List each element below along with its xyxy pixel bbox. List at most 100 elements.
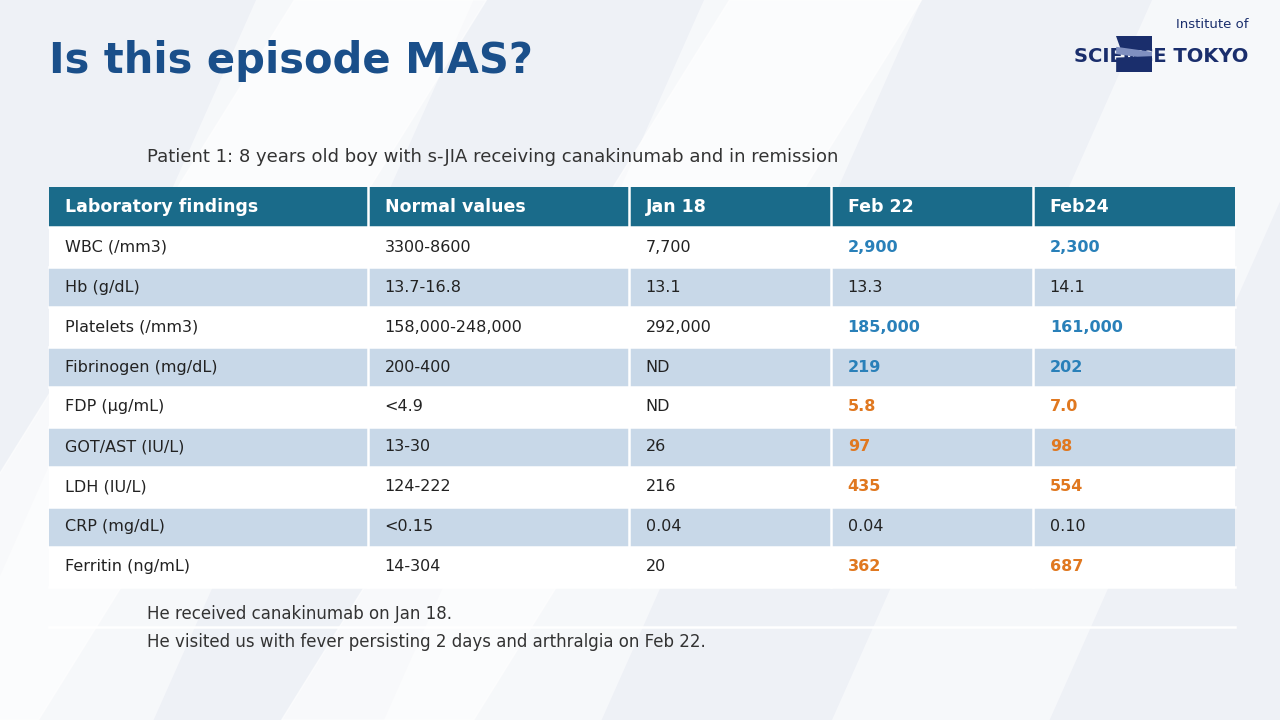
- Text: 97: 97: [847, 439, 870, 454]
- Text: 124-222: 124-222: [385, 480, 452, 495]
- Text: 98: 98: [1050, 439, 1071, 454]
- Bar: [831, 427, 1033, 467]
- Bar: [628, 267, 831, 307]
- Bar: [369, 467, 628, 507]
- Text: 687: 687: [1050, 559, 1083, 575]
- Bar: [49, 187, 369, 228]
- Text: Hb (g/dL): Hb (g/dL): [65, 279, 140, 294]
- Text: 14.1: 14.1: [1050, 279, 1085, 294]
- Text: ND: ND: [645, 359, 669, 374]
- Text: GOT/AST (IU/L): GOT/AST (IU/L): [65, 439, 184, 454]
- Bar: [628, 387, 831, 427]
- Bar: [1033, 228, 1235, 267]
- Bar: [831, 187, 1033, 228]
- Text: SCIENCE TOKYO: SCIENCE TOKYO: [1074, 47, 1248, 66]
- Text: Feb 22: Feb 22: [847, 198, 914, 216]
- Text: 14-304: 14-304: [385, 559, 442, 575]
- Text: Normal values: Normal values: [385, 198, 526, 216]
- Text: <0.15: <0.15: [385, 519, 434, 534]
- Text: 13-30: 13-30: [385, 439, 431, 454]
- Bar: [369, 387, 628, 427]
- Bar: [831, 507, 1033, 547]
- Bar: [49, 507, 369, 547]
- Text: 3300-8600: 3300-8600: [385, 240, 471, 255]
- Text: 185,000: 185,000: [847, 320, 920, 335]
- Bar: [1033, 307, 1235, 347]
- Text: 7,700: 7,700: [645, 240, 691, 255]
- Bar: [1033, 467, 1235, 507]
- Bar: [1033, 507, 1235, 547]
- Text: 216: 216: [645, 480, 676, 495]
- Polygon shape: [1116, 47, 1152, 59]
- Bar: [628, 427, 831, 467]
- Text: LDH (IU/L): LDH (IU/L): [65, 480, 147, 495]
- Text: 2,900: 2,900: [847, 240, 899, 255]
- Bar: [628, 228, 831, 267]
- Text: 292,000: 292,000: [645, 320, 712, 335]
- Bar: [369, 307, 628, 347]
- Polygon shape: [1116, 56, 1152, 72]
- Text: Fibrinogen (mg/dL): Fibrinogen (mg/dL): [65, 359, 218, 374]
- Text: 2,300: 2,300: [1050, 240, 1101, 255]
- Bar: [1033, 267, 1235, 307]
- Bar: [831, 347, 1033, 387]
- Bar: [49, 228, 369, 267]
- Text: WBC (/mm3): WBC (/mm3): [65, 240, 168, 255]
- Bar: [831, 228, 1033, 267]
- Text: 202: 202: [1050, 359, 1083, 374]
- Text: 0.04: 0.04: [645, 519, 681, 534]
- Bar: [369, 187, 628, 228]
- Bar: [369, 547, 628, 587]
- Bar: [1033, 347, 1235, 387]
- Text: Ferritin (ng/mL): Ferritin (ng/mL): [65, 559, 191, 575]
- Text: 20: 20: [645, 559, 666, 575]
- Bar: [628, 347, 831, 387]
- Text: Jan 18: Jan 18: [645, 198, 707, 216]
- Text: Institute of: Institute of: [1175, 18, 1248, 31]
- Text: 0.10: 0.10: [1050, 519, 1085, 534]
- Text: ND: ND: [645, 400, 669, 415]
- Bar: [369, 427, 628, 467]
- Bar: [369, 347, 628, 387]
- Text: 7.0: 7.0: [1050, 400, 1078, 415]
- Text: 161,000: 161,000: [1050, 320, 1123, 335]
- Bar: [831, 267, 1033, 307]
- Bar: [49, 427, 369, 467]
- Bar: [49, 547, 369, 587]
- Bar: [831, 307, 1033, 347]
- Bar: [1033, 387, 1235, 427]
- Text: He received canakinumab on Jan 18.
He visited us with fever persisting 2 days an: He received canakinumab on Jan 18. He vi…: [147, 605, 707, 652]
- Text: 435: 435: [847, 480, 881, 495]
- Text: Patient 1: 8 years old boy with s-JIA receiving canakinumab and in remission: Patient 1: 8 years old boy with s-JIA re…: [147, 148, 838, 166]
- Bar: [628, 467, 831, 507]
- Text: 5.8: 5.8: [847, 400, 876, 415]
- Polygon shape: [832, 0, 1280, 720]
- Text: Laboratory findings: Laboratory findings: [65, 198, 259, 216]
- Bar: [628, 507, 831, 547]
- Bar: [49, 467, 369, 507]
- Bar: [628, 307, 831, 347]
- Bar: [1033, 427, 1235, 467]
- Polygon shape: [1116, 36, 1152, 50]
- Text: Platelets (/mm3): Platelets (/mm3): [65, 320, 198, 335]
- Polygon shape: [0, 0, 474, 720]
- Text: 0.04: 0.04: [847, 519, 883, 534]
- Text: 200-400: 200-400: [385, 359, 452, 374]
- Bar: [49, 387, 369, 427]
- Text: 219: 219: [847, 359, 881, 374]
- Bar: [49, 347, 369, 387]
- Text: <4.9: <4.9: [385, 400, 424, 415]
- Text: 13.7-16.8: 13.7-16.8: [385, 279, 462, 294]
- Text: 26: 26: [645, 439, 666, 454]
- Bar: [831, 467, 1033, 507]
- Bar: [628, 187, 831, 228]
- Bar: [369, 267, 628, 307]
- Text: 158,000-248,000: 158,000-248,000: [385, 320, 522, 335]
- Text: FDP (μg/mL): FDP (μg/mL): [65, 400, 165, 415]
- Polygon shape: [384, 0, 922, 720]
- Bar: [831, 387, 1033, 427]
- Bar: [369, 228, 628, 267]
- Text: Is this episode MAS?: Is this episode MAS?: [49, 40, 532, 81]
- Bar: [628, 547, 831, 587]
- Text: 13.3: 13.3: [847, 279, 883, 294]
